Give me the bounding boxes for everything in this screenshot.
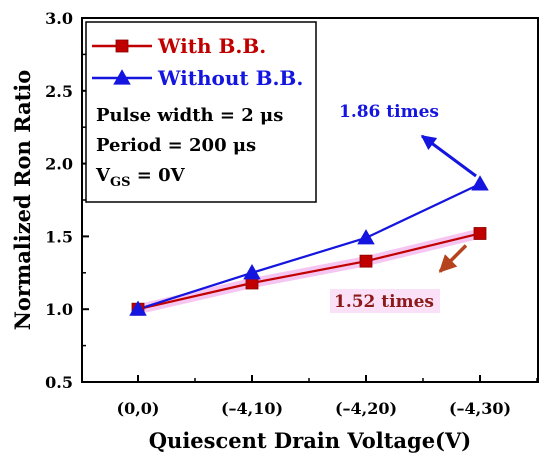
series-layer (129, 175, 489, 316)
condition-text: Pulse width = 2 μs (96, 105, 283, 126)
x-axis: (0,0) (–4,10) (–4,20) (–4,30) (117, 375, 538, 418)
legend-marker (115, 39, 129, 53)
x-tick-label: (–4,30) (449, 399, 511, 418)
y-tick-label: 2.5 (45, 82, 73, 101)
condition-text: Period = 200 μs (96, 135, 256, 156)
data-point-triangle (357, 229, 375, 245)
annotation-label: 1.52 times (334, 292, 434, 312)
y-axis: 0.5 1.0 1.5 2.0 2.5 3.0 (45, 9, 89, 392)
x-tick-label: (–4,10) (221, 399, 283, 418)
annotation-label: 1.86 times (339, 102, 439, 122)
y-tick-label: 2.0 (45, 155, 73, 174)
legend: With B.B. Without B.B. Pulse width = 2 μs P… (85, 21, 317, 203)
annotation-highlight (330, 289, 440, 313)
series-line (137, 232, 481, 311)
legend-marker (113, 69, 131, 85)
data-point-triangle (129, 300, 147, 316)
data-point-triangle (243, 264, 261, 280)
condition-text: VGS = 0V (95, 165, 186, 190)
y-tick-label: 3.0 (45, 9, 73, 28)
x-tick-label: (0,0) (117, 399, 160, 418)
annotation-arrow (420, 134, 477, 178)
data-point-square (473, 227, 487, 240)
series-line (137, 182, 481, 311)
legend-label: Without B.B. (157, 66, 303, 90)
annotation-arrow (438, 244, 468, 273)
data-point-triangle (471, 175, 489, 191)
y-axis-label: Normalized Ron Ratio (10, 70, 35, 331)
y-tick-label: 1.0 (45, 300, 73, 319)
x-axis-label: Quiescent Drain Voltage(V) (149, 428, 471, 453)
y-tick-label: 1.5 (45, 227, 73, 246)
legend-label: With B.B. (157, 34, 266, 58)
data-point-square (359, 254, 373, 268)
x-tick-label: (–4,20) (335, 399, 397, 418)
annotations: 1.86 times 1.52 times (330, 102, 477, 313)
y-tick-label: 0.5 (45, 373, 73, 392)
